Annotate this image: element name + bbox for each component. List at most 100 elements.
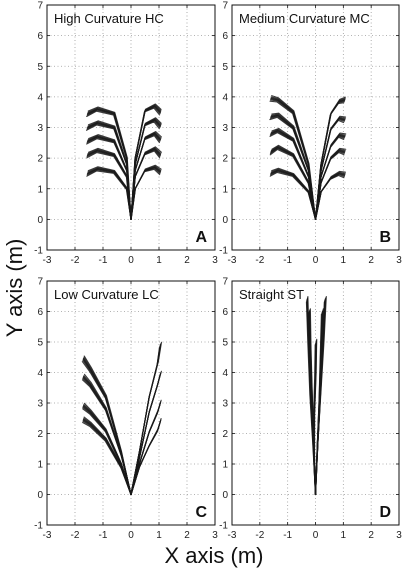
x-tick-label: 1	[156, 255, 162, 266]
x-tick-label: -2	[255, 255, 264, 266]
trajectory-line	[271, 95, 317, 220]
x-tick-label: 3	[212, 255, 218, 266]
trajectory-line	[86, 169, 132, 220]
y-tick-label: -1	[34, 246, 43, 257]
series-path-bundle	[269, 167, 317, 220]
y-tick-label: 6	[222, 307, 228, 318]
x-tick-label: 1	[341, 530, 347, 541]
trajectory-line	[87, 167, 132, 220]
trajectory-line	[87, 168, 132, 220]
x-tick-label: 2	[184, 530, 190, 541]
series-path-bundle	[314, 170, 347, 220]
x-tick-label: -1	[283, 530, 292, 541]
panel-frame	[46, 4, 216, 251]
y-tick-label: 6	[222, 31, 228, 42]
panel-letter: C	[195, 504, 207, 521]
y-tick-label: -1	[219, 521, 228, 532]
y-tick-label: 2	[37, 429, 43, 440]
x-tick-label: -2	[71, 255, 80, 266]
trajectory-line	[87, 167, 132, 220]
trajectory-line	[269, 100, 317, 220]
x-tick-label: -2	[255, 530, 264, 541]
panel-title: Low Curvature LC	[54, 287, 159, 302]
panel-frame	[231, 280, 400, 526]
trajectory-line	[83, 402, 132, 496]
y-tick-label: 6	[37, 307, 43, 318]
panel-title: Straight ST	[239, 287, 304, 302]
y-tick-label: 6	[37, 31, 43, 42]
x-tick-label: 0	[128, 255, 134, 266]
trajectory-line	[83, 416, 132, 496]
series-path-bundle	[312, 338, 318, 496]
x-tick-label: -3	[43, 255, 52, 266]
y-tick-label: 1	[222, 184, 228, 195]
panel-frame	[46, 280, 216, 526]
y-tick-label: 2	[222, 429, 228, 440]
trajectory-line	[315, 96, 346, 220]
x-tick-label: 3	[396, 530, 402, 541]
series-path-bundle	[81, 355, 132, 496]
x-tick-label: -1	[283, 255, 292, 266]
trajectory-line	[83, 404, 132, 496]
y-tick-label: 3	[222, 123, 228, 134]
panel-b: -1 0 1 2 3 4 5 6 7 -3 -2 -1 0 1 2 3 Medium Curvature MC B	[219, 1, 402, 267]
y-tick-label: 5	[222, 62, 228, 73]
series-path-bundle	[314, 115, 347, 220]
trajectory-line	[313, 338, 318, 496]
y-tick-label: 2	[37, 154, 43, 165]
panel-title: High Curvature HC	[54, 11, 164, 26]
trajectory-line	[82, 405, 132, 496]
series-path-bundle	[86, 106, 132, 220]
x-tick-label: -1	[99, 530, 108, 541]
series-path-bundle	[269, 95, 317, 220]
trajectory-line	[130, 370, 162, 496]
y-tick-label: 1	[37, 184, 43, 195]
trajectory-line	[315, 170, 347, 220]
y-axis-label: Y axis (m)	[2, 239, 27, 338]
y-tick-label: 7	[37, 277, 43, 288]
trajectory-line	[86, 168, 132, 220]
panel-letter: B	[379, 229, 391, 246]
y-tick-label: 0	[37, 215, 43, 226]
y-tick-label: 1	[37, 460, 43, 471]
x-tick-label: -2	[71, 530, 80, 541]
trajectory-line	[130, 399, 162, 496]
series-path-bundle	[130, 399, 162, 496]
panel-letter: A	[195, 229, 207, 246]
series-path-bundle	[130, 103, 162, 220]
y-tick-label: 0	[222, 490, 228, 501]
y-tick-label: 0	[222, 215, 228, 226]
y-tick-label: 3	[37, 399, 43, 410]
trajectory-line	[83, 418, 132, 496]
trajectory-line	[314, 115, 347, 220]
y-tick-label: 5	[37, 338, 43, 349]
trajectory-line	[83, 403, 132, 496]
panel-a: -1 0 1 2 3 4 5 6 7 -3 -2 -1 0 1 2 3 High Curvature HC A	[34, 1, 218, 267]
trajectory-line	[87, 106, 132, 220]
series-path-bundle	[82, 402, 132, 496]
x-tick-label: -3	[228, 255, 237, 266]
x-tick-label: -3	[228, 530, 237, 541]
y-tick-label: 4	[37, 92, 43, 103]
trajectory-line	[130, 341, 163, 496]
trajectory-line	[83, 417, 132, 496]
x-axis-label: X axis (m)	[165, 543, 264, 568]
x-tick-label: 2	[368, 530, 374, 541]
series-path-bundle	[314, 308, 324, 496]
trajectory-line	[130, 103, 162, 220]
trajectory-line	[82, 406, 132, 496]
y-tick-label: 5	[37, 62, 43, 73]
y-tick-label: 7	[37, 1, 43, 12]
x-tick-label: -1	[99, 255, 108, 266]
y-tick-label: 1	[222, 460, 228, 471]
x-tick-label: 0	[313, 530, 319, 541]
trajectory-line	[130, 418, 162, 496]
y-tick-label: 5	[222, 338, 228, 349]
x-tick-label: 1	[341, 255, 347, 266]
y-tick-label: 4	[37, 368, 43, 379]
y-tick-label: -1	[219, 246, 228, 257]
x-tick-label: 1	[156, 530, 162, 541]
series-path-bundle	[130, 341, 163, 496]
x-tick-label: 3	[212, 530, 218, 541]
